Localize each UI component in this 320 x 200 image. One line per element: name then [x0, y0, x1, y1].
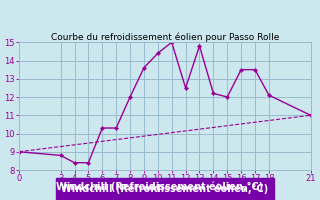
X-axis label: Windchill (Refroidissement éolien,°C): Windchill (Refroidissement éolien,°C) [61, 183, 268, 194]
Title: Courbe du refroidissement éolien pour Passo Rolle: Courbe du refroidissement éolien pour Pa… [51, 32, 279, 42]
Text: Windchill (Refroidissement éolien,°C): Windchill (Refroidissement éolien,°C) [56, 182, 264, 192]
